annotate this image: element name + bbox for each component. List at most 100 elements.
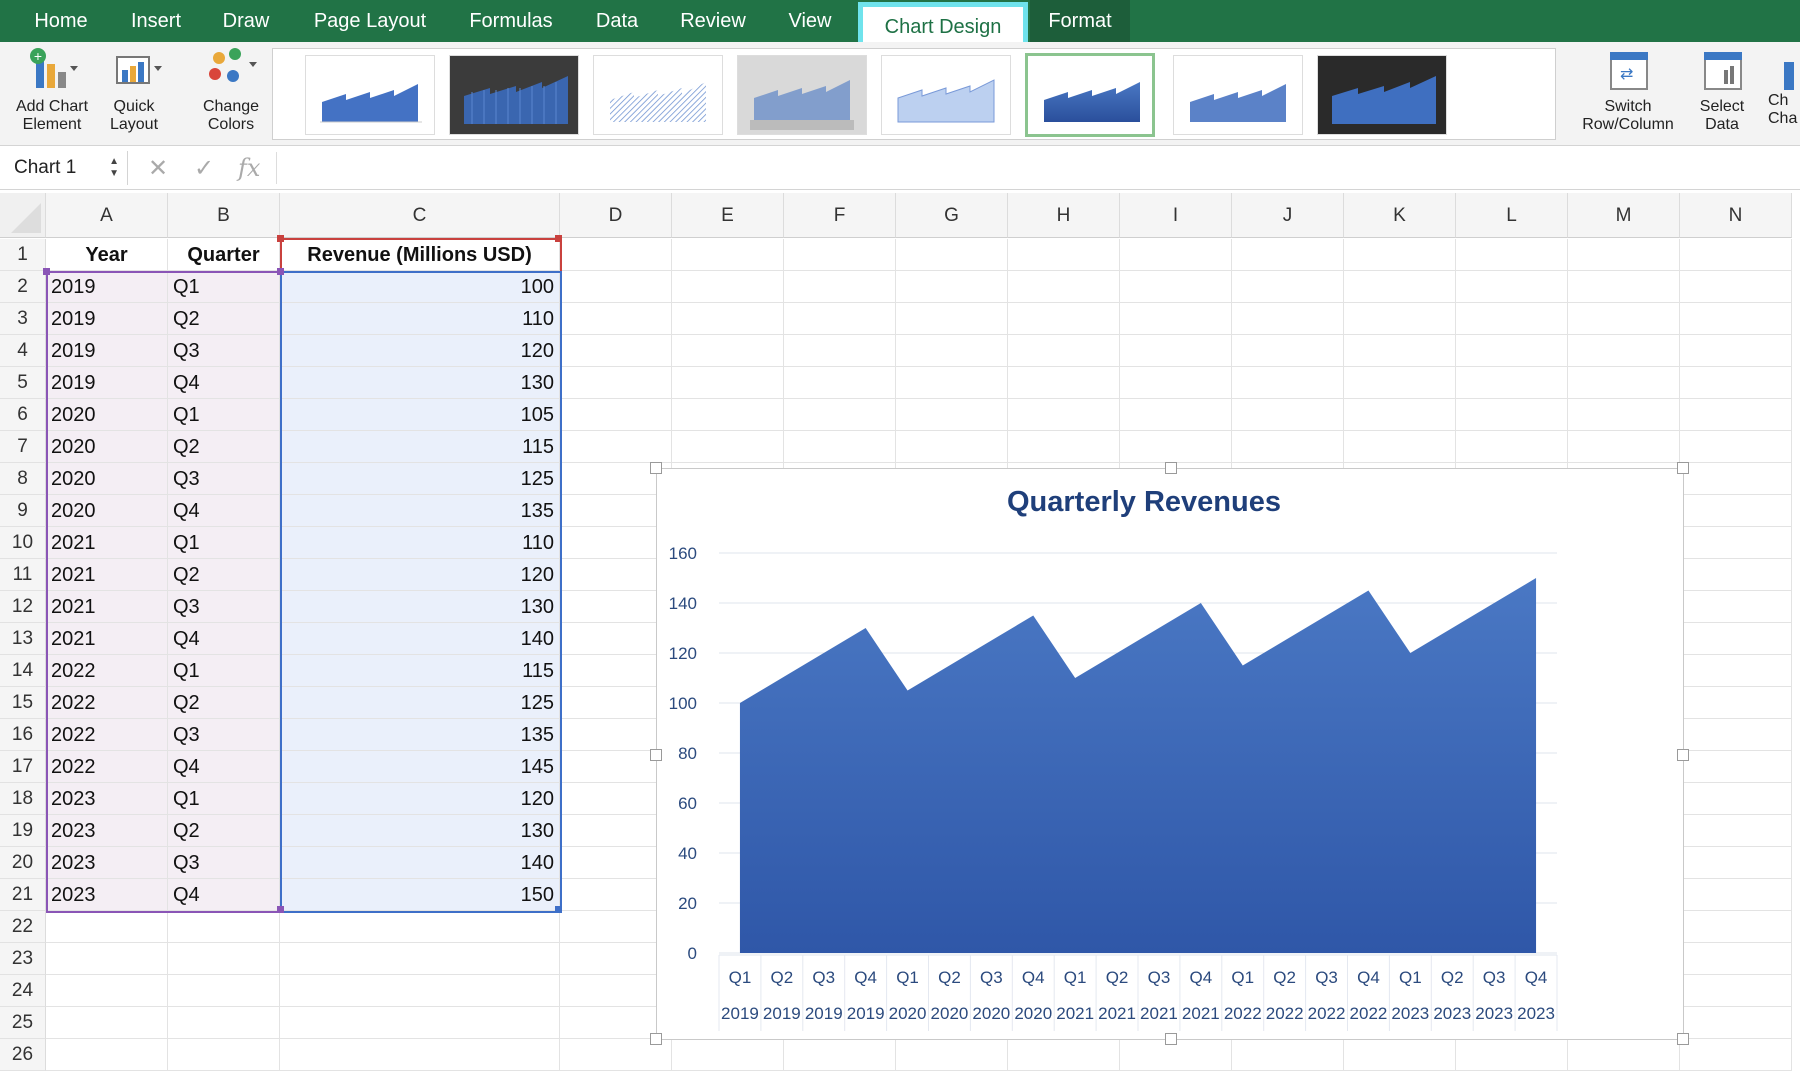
data-cell[interactable]: 120	[280, 783, 560, 815]
data-cell[interactable]: 2021	[46, 527, 168, 559]
range-handle[interactable]	[43, 268, 50, 275]
chart-style-thumb-6[interactable]	[1025, 53, 1155, 137]
column-header-i[interactable]: I	[1120, 193, 1232, 238]
empty-cell[interactable]	[1456, 367, 1568, 399]
chart-resize-handle[interactable]	[650, 462, 662, 474]
data-cell[interactable]: 2022	[46, 687, 168, 719]
empty-cell[interactable]	[560, 399, 672, 431]
column-header-f[interactable]: F	[784, 193, 896, 238]
row-header[interactable]: 1	[0, 239, 46, 271]
empty-cell[interactable]	[1680, 559, 1792, 591]
data-cell[interactable]: 2023	[46, 783, 168, 815]
empty-cell[interactable]	[1680, 1039, 1792, 1071]
data-cell[interactable]: 110	[280, 527, 560, 559]
empty-cell[interactable]	[168, 1007, 280, 1039]
chart-object[interactable]: Quarterly Revenues 0 20 40 60 80 100 120 140 160 Q…	[650, 462, 1689, 1045]
empty-cell[interactable]	[672, 1039, 784, 1071]
empty-cell[interactable]	[46, 911, 168, 943]
column-header-k[interactable]: K	[1344, 193, 1456, 238]
tab-formulas[interactable]: Formulas	[469, 10, 553, 32]
empty-cell[interactable]	[1344, 239, 1456, 271]
empty-cell[interactable]	[1680, 335, 1792, 367]
chart-resize-handle[interactable]	[1165, 1033, 1177, 1045]
data-cell[interactable]: 140	[280, 847, 560, 879]
row-header[interactable]: 26	[0, 1039, 46, 1071]
data-cell[interactable]: 135	[280, 495, 560, 527]
chart-resize-handle[interactable]	[1165, 462, 1177, 474]
row-header[interactable]: 7	[0, 431, 46, 463]
data-cell[interactable]: Q3	[168, 719, 280, 751]
empty-cell[interactable]	[1008, 271, 1120, 303]
empty-cell[interactable]	[1680, 783, 1792, 815]
empty-cell[interactable]	[1680, 1007, 1792, 1039]
empty-cell[interactable]	[280, 911, 560, 943]
quick-layout-button[interactable]: Quick Layout	[98, 48, 170, 134]
empty-cell[interactable]	[46, 1007, 168, 1039]
row-header[interactable]: 25	[0, 1007, 46, 1039]
empty-cell[interactable]	[1008, 335, 1120, 367]
row-header[interactable]: 12	[0, 591, 46, 623]
data-cell[interactable]: 105	[280, 399, 560, 431]
empty-cell[interactable]	[1680, 719, 1792, 751]
empty-cell[interactable]	[168, 975, 280, 1007]
data-cell[interactable]: Q2	[168, 303, 280, 335]
header-cell[interactable]: Quarter	[168, 239, 280, 271]
empty-cell[interactable]	[1008, 1039, 1120, 1071]
tab-home[interactable]: Home	[34, 10, 88, 32]
add-chart-element-button[interactable]: + Add Chart Element	[8, 48, 96, 134]
empty-cell[interactable]	[1568, 271, 1680, 303]
empty-cell[interactable]	[280, 943, 560, 975]
data-cell[interactable]: Q3	[168, 847, 280, 879]
header-cell[interactable]: Revenue (Millions USD)	[280, 239, 560, 271]
chart-style-thumb-7[interactable]	[1173, 55, 1303, 135]
data-cell[interactable]: 2019	[46, 271, 168, 303]
empty-cell[interactable]	[1232, 367, 1344, 399]
empty-cell[interactable]	[672, 239, 784, 271]
row-header[interactable]: 21	[0, 879, 46, 911]
enter-icon[interactable]: ✓	[194, 155, 215, 182]
row-header[interactable]: 6	[0, 399, 46, 431]
range-handle[interactable]	[555, 235, 562, 242]
data-cell[interactable]: 125	[280, 463, 560, 495]
empty-cell[interactable]	[1680, 911, 1792, 943]
empty-cell[interactable]	[896, 335, 1008, 367]
column-header-n[interactable]: N	[1680, 193, 1792, 238]
empty-cell[interactable]	[1456, 1039, 1568, 1071]
empty-cell[interactable]	[672, 271, 784, 303]
chart-resize-handle[interactable]	[1677, 1033, 1689, 1045]
column-header-d[interactable]: D	[560, 193, 672, 238]
tab-data[interactable]: Data	[595, 10, 639, 32]
empty-cell[interactable]	[1344, 335, 1456, 367]
data-cell[interactable]: 130	[280, 591, 560, 623]
empty-cell[interactable]	[1680, 943, 1792, 975]
empty-cell[interactable]	[1456, 431, 1568, 463]
data-cell[interactable]: 130	[280, 367, 560, 399]
column-header-m[interactable]: M	[1568, 193, 1680, 238]
empty-cell[interactable]	[896, 431, 1008, 463]
data-cell[interactable]: Q3	[168, 463, 280, 495]
data-cell[interactable]: 130	[280, 815, 560, 847]
empty-cell[interactable]	[672, 399, 784, 431]
data-cell[interactable]: 2022	[46, 719, 168, 751]
chart-style-thumb-1[interactable]	[305, 55, 435, 135]
chart-style-thumb-2[interactable]	[449, 55, 579, 135]
empty-cell[interactable]	[1008, 431, 1120, 463]
tab-page-layout[interactable]: Page Layout	[313, 10, 427, 32]
empty-cell[interactable]	[784, 367, 896, 399]
data-cell[interactable]: Q4	[168, 495, 280, 527]
data-cell[interactable]: 135	[280, 719, 560, 751]
empty-cell[interactable]	[560, 1039, 672, 1071]
range-handle[interactable]	[277, 268, 284, 275]
data-cell[interactable]: Q2	[168, 687, 280, 719]
data-cell[interactable]: 2023	[46, 879, 168, 911]
empty-cell[interactable]	[1568, 1039, 1680, 1071]
empty-cell[interactable]	[1680, 751, 1792, 783]
empty-cell[interactable]	[1680, 687, 1792, 719]
empty-cell[interactable]	[1008, 399, 1120, 431]
data-cell[interactable]: 2023	[46, 847, 168, 879]
row-header[interactable]: 14	[0, 655, 46, 687]
data-cell[interactable]: Q3	[168, 591, 280, 623]
column-header-a[interactable]: A	[46, 193, 168, 238]
data-cell[interactable]: Q2	[168, 431, 280, 463]
empty-cell[interactable]	[784, 431, 896, 463]
